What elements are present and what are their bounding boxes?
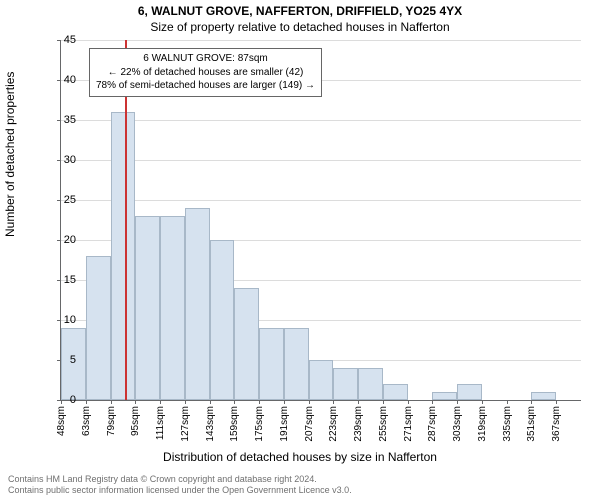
histogram-bar: [135, 216, 160, 400]
chart-title-address: 6, WALNUT GROVE, NAFFERTON, DRIFFIELD, Y…: [0, 4, 600, 18]
x-tick-label: 175sqm: [254, 406, 265, 446]
y-tick-label: 20: [46, 234, 76, 246]
x-tick-label: 79sqm: [106, 406, 117, 446]
histogram-bar: [185, 208, 210, 400]
x-tick-mark: [284, 400, 285, 404]
x-tick-label: 255sqm: [378, 406, 389, 446]
grid-line: [61, 120, 581, 121]
y-tick-label: 30: [46, 154, 76, 166]
x-tick-mark: [556, 400, 557, 404]
grid-line: [61, 40, 581, 41]
annotation-line3: 78% of semi-detached houses are larger (…: [96, 79, 315, 93]
annotation-line1: 6 WALNUT GROVE: 87sqm: [96, 52, 315, 66]
histogram-bar: [432, 392, 457, 400]
x-tick-label: 207sqm: [304, 406, 315, 446]
histogram-bar: [284, 328, 309, 400]
x-tick-mark: [210, 400, 211, 404]
annotation-line2: ← 22% of detached houses are smaller (42…: [96, 66, 315, 80]
x-tick-mark: [507, 400, 508, 404]
x-tick-label: 159sqm: [229, 406, 240, 446]
x-tick-label: 367sqm: [551, 406, 562, 446]
x-tick-label: 239sqm: [353, 406, 364, 446]
x-tick-mark: [234, 400, 235, 404]
histogram-bar: [86, 256, 111, 400]
histogram-bar: [358, 368, 383, 400]
y-tick-label: 35: [46, 114, 76, 126]
x-tick-label: 127sqm: [180, 406, 191, 446]
x-axis-label: Distribution of detached houses by size …: [0, 450, 600, 464]
histogram-bar: [309, 360, 334, 400]
histogram-bar: [259, 328, 284, 400]
x-tick-mark: [531, 400, 532, 404]
x-tick-label: 319sqm: [477, 406, 488, 446]
histogram-bar: [234, 288, 259, 400]
chart-container: 6, WALNUT GROVE, NAFFERTON, DRIFFIELD, Y…: [0, 0, 600, 500]
x-tick-mark: [333, 400, 334, 404]
x-tick-mark: [383, 400, 384, 404]
x-tick-mark: [135, 400, 136, 404]
y-tick-label: 5: [46, 354, 76, 366]
x-tick-mark: [86, 400, 87, 404]
x-tick-label: 111sqm: [155, 406, 166, 446]
annotation-box: 6 WALNUT GROVE: 87sqm ← 22% of detached …: [89, 48, 322, 97]
x-tick-mark: [482, 400, 483, 404]
y-axis-label: Number of detached properties: [3, 197, 17, 237]
x-tick-label: 223sqm: [328, 406, 339, 446]
x-tick-mark: [259, 400, 260, 404]
histogram-bar: [160, 216, 185, 400]
x-tick-label: 287sqm: [427, 406, 438, 446]
footer-line1: Contains HM Land Registry data © Crown c…: [8, 474, 592, 485]
x-tick-label: 351sqm: [526, 406, 537, 446]
x-tick-label: 335sqm: [502, 406, 513, 446]
x-tick-label: 303sqm: [452, 406, 463, 446]
x-tick-mark: [408, 400, 409, 404]
grid-line: [61, 160, 581, 161]
x-tick-mark: [185, 400, 186, 404]
footer-line2: Contains public sector information licen…: [8, 485, 592, 496]
chart-subtitle: Size of property relative to detached ho…: [0, 20, 600, 34]
x-tick-label: 191sqm: [279, 406, 290, 446]
x-tick-mark: [457, 400, 458, 404]
x-tick-label: 143sqm: [205, 406, 216, 446]
histogram-bar: [531, 392, 556, 400]
x-tick-mark: [358, 400, 359, 404]
x-tick-mark: [309, 400, 310, 404]
footer-attribution: Contains HM Land Registry data © Crown c…: [8, 474, 592, 497]
grid-line: [61, 200, 581, 201]
y-tick-label: 10: [46, 314, 76, 326]
histogram-bar: [210, 240, 235, 400]
histogram-bar: [333, 368, 358, 400]
chart-plot-area: 6 WALNUT GROVE: 87sqm ← 22% of detached …: [60, 40, 581, 401]
x-tick-label: 63sqm: [81, 406, 92, 446]
histogram-bar: [383, 384, 408, 400]
x-tick-mark: [432, 400, 433, 404]
y-tick-label: 45: [46, 34, 76, 46]
x-tick-label: 271sqm: [403, 406, 414, 446]
y-tick-label: 0: [46, 394, 76, 406]
x-tick-mark: [111, 400, 112, 404]
x-tick-label: 95sqm: [130, 406, 141, 446]
x-tick-mark: [160, 400, 161, 404]
y-tick-label: 25: [46, 194, 76, 206]
histogram-bar: [111, 112, 136, 400]
x-tick-label: 48sqm: [56, 406, 67, 446]
y-tick-label: 15: [46, 274, 76, 286]
histogram-bar: [457, 384, 482, 400]
y-tick-label: 40: [46, 74, 76, 86]
